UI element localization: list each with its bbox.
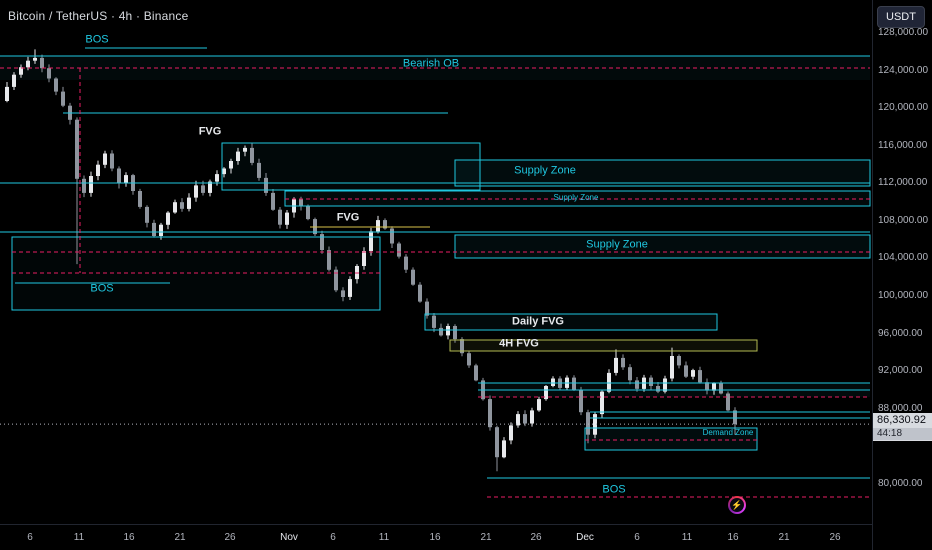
chart-pane[interactable]: BOS Bearish OB FVG Supply Zone Supply Zone FV… (0, 0, 872, 524)
currency-toggle-button[interactable]: USDT (877, 6, 925, 28)
annotation-fvg-2[interactable]: FVG (336, 211, 360, 224)
price-axis-label: 112,000.00 (878, 177, 928, 189)
time-axis-label: 16 (429, 532, 441, 543)
price-axis-label: 120,000.00 (878, 102, 929, 114)
zone-border-supply-zone-1-box[interactable] (454, 159, 871, 187)
lightning-bolt-glyph: ⚡ (730, 498, 744, 512)
time-axis-label: 11 (681, 532, 693, 543)
annotation-bos-bottom[interactable]: BOS (602, 483, 626, 496)
price-axis-label: 108,000.00 (878, 214, 929, 226)
price-axis-label: 100,000.00 (878, 290, 929, 301)
time-axis-label: 16 (123, 532, 135, 543)
price-axis-label: 116,000.00 (878, 139, 928, 151)
annotation-fvg-1[interactable]: FVG (198, 125, 222, 138)
zone-supply-zone-3-box[interactable] (455, 235, 870, 258)
zone-border-4h-fvg-zone[interactable] (449, 339, 758, 352)
candles (5, 49, 737, 472)
price-axis-label: 88,000.00 (878, 402, 923, 414)
annotation-daily-fvg[interactable]: Daily FVG (512, 315, 564, 328)
annotation-demand-zone[interactable]: Demand Zone (702, 428, 754, 437)
time-axis-label: 6 (27, 532, 33, 543)
current-price-badge: 86,330.92 44:18 (873, 413, 932, 442)
time-axis-label: Nov (280, 532, 298, 543)
price-axis-label: 92,000.00 (878, 365, 923, 376)
time-axis-label: 26 (530, 532, 542, 543)
time-axis-label: Dec (576, 532, 594, 543)
time-axis-label: 21 (174, 532, 186, 543)
time-axis-label: 26 (224, 532, 236, 543)
symbol-legend[interactable]: Bitcoin / TetherUS · 4h · Binance (8, 9, 188, 23)
time-axis-label: 21 (480, 532, 492, 543)
zone-supply-zone-2-box[interactable] (285, 191, 870, 206)
zone-daily-fvg-zone[interactable] (425, 314, 717, 330)
annotation-supply-zone-3[interactable]: Supply Zone (586, 238, 648, 251)
symbol-title: Bitcoin / TetherUS · 4h · Binance (8, 9, 189, 23)
zone-border-supply-zone-3-box[interactable] (454, 234, 871, 259)
price-axis-label: 104,000.00 (878, 252, 929, 264)
zone-supply-zone-1-box[interactable] (455, 160, 870, 186)
time-axis-label: 21 (778, 532, 790, 543)
time-axis-label: 26 (829, 532, 841, 543)
price-axis-label: 124,000.00 (878, 64, 929, 76)
price-axis[interactable]: USDT 128,000.00 124,000.00 120,000.00 116,0… (872, 0, 932, 550)
bar-countdown: 44:18 (873, 428, 932, 441)
annotation-4h-fvg[interactable]: 4H FVG (499, 337, 539, 350)
annotation-supply-zone-1[interactable]: Supply Zone (514, 164, 576, 177)
time-axis-label: 11 (378, 532, 390, 543)
annotation-bos-top[interactable]: BOS (85, 33, 109, 46)
time-axis[interactable]: 6 11 16 21 26 Nov 6 11 16 21 26 Dec 6 11 16 21 26 (0, 524, 872, 550)
zone-border-fvg-box[interactable] (221, 142, 481, 191)
zone-4h-fvg-zone[interactable] (450, 340, 757, 351)
time-axis-label: 16 (727, 532, 739, 543)
price-axis-label: 80,000.00 (878, 477, 923, 489)
annotation-bos-box[interactable]: BOS (90, 282, 114, 295)
zone-demand-zone-box[interactable] (585, 428, 757, 450)
candlestick-chart[interactable] (0, 0, 872, 524)
zone-border-demand-zone-box[interactable] (584, 427, 758, 451)
time-axis-label: 6 (634, 532, 640, 543)
current-price-value: 86,330.92 (877, 414, 926, 427)
lightning-icon[interactable]: ⚡ (728, 496, 746, 514)
price-axis-label: 96,000.00 (878, 327, 923, 339)
annotation-supply-zone-2[interactable]: Supply Zone (553, 193, 599, 202)
time-axis-label: 6 (330, 532, 336, 543)
time-axis-label: 11 (73, 532, 85, 543)
annotation-bearish-ob[interactable]: Bearish OB (402, 57, 460, 70)
zone-border-daily-fvg-zone[interactable] (424, 313, 718, 331)
price-axis-label: 128,000.00 (878, 27, 929, 39)
